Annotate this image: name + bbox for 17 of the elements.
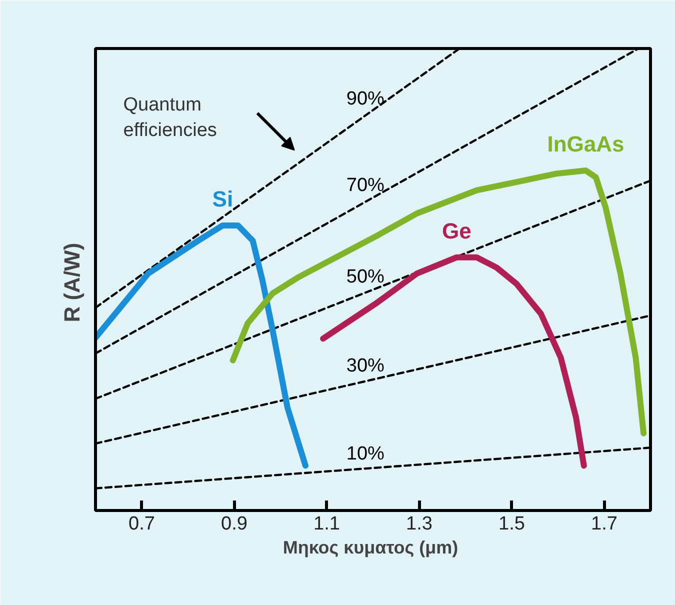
series-label: 50% [346, 266, 385, 288]
annotation: Quantum efficiencies [123, 94, 217, 141]
series-label: Ge [442, 218, 472, 244]
series-label: 30% [346, 356, 385, 377]
series-label: InGaAs [547, 131, 624, 156]
y-axis-title: R (A/W) [60, 242, 84, 322]
x-tick-label: 1.5 [498, 514, 525, 534]
x-tick-label: 0.7 [128, 514, 155, 534]
x-tick-label: 1.3 [406, 514, 432, 534]
x-tick-label: 0.9 [221, 514, 248, 534]
series-label: 90% [346, 88, 385, 110]
x-tick-label: 1.7 [591, 514, 618, 534]
series-label: 70% [346, 175, 385, 196]
x-axis-title: Μηκος κυματος (μm) [282, 538, 458, 558]
series-label: 10% [346, 443, 385, 464]
series-label: Si [212, 186, 234, 212]
x-tick-label: 1.1 [314, 514, 340, 534]
